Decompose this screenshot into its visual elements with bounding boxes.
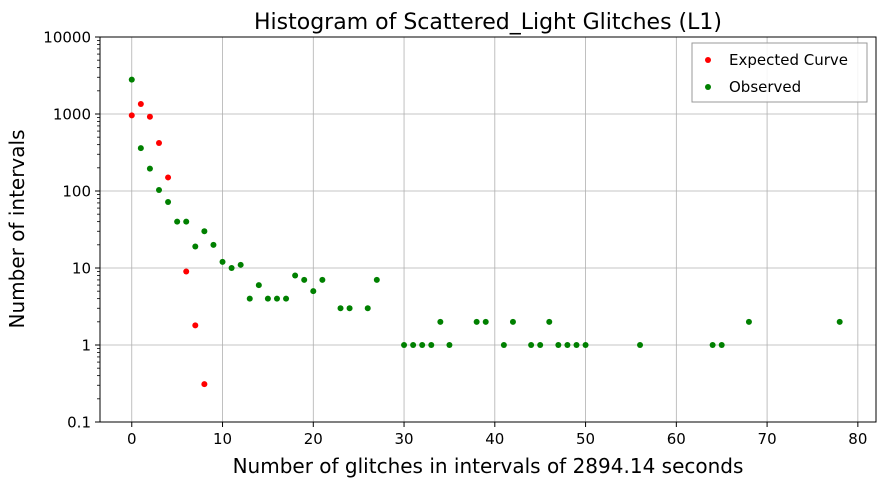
point-observed [201,228,208,235]
point-observed [428,342,435,348]
x-tick-label: 20 [304,430,323,448]
point-observed [637,342,644,348]
point-observed [500,342,507,348]
point-observed [273,295,280,302]
point-observed [128,76,135,83]
point-observed [419,342,426,348]
point-expected [192,322,199,329]
point-observed [537,342,544,348]
point-expected [155,140,162,147]
point-expected [183,268,190,275]
point-observed [718,342,725,348]
point-observed [564,342,571,348]
point-observed [146,165,153,172]
point-observed [364,305,371,312]
point-observed [337,305,344,312]
axis-ticks: 0 10 20 30 40 50 60 70 80 0.1 1 10 100 1000 10000 [43,29,867,449]
point-observed [192,243,199,250]
point-observed [310,288,317,295]
point-observed [401,342,408,348]
y-axis-label: Number of intervals [5,129,29,328]
point-observed [210,241,217,248]
point-observed [546,318,553,325]
point-observed [836,318,843,325]
point-expected [201,381,208,388]
legend-label-observed: Observed [729,78,801,96]
chart-title: Histogram of Scattered_Light Glitches (L… [254,10,722,35]
point-expected [146,113,153,120]
point-observed [573,342,580,348]
y-tick-label: 10000 [43,29,91,47]
point-observed [219,258,226,265]
y-tick-label: 100 [62,183,91,201]
point-expected [128,112,135,119]
point-observed [528,342,535,348]
point-observed [745,318,752,325]
point-observed [283,295,290,302]
x-tick-label: 60 [667,430,686,448]
point-observed [301,276,308,283]
point-observed [237,261,244,268]
legend-label-expected: Expected Curve [729,51,848,69]
point-observed [228,265,235,271]
data-points [128,76,843,388]
y-tick-label: 1 [81,337,91,355]
legend-box [691,42,868,103]
point-observed [482,318,489,325]
point-observed [264,295,271,302]
x-tick-label: 30 [394,430,413,448]
point-observed [555,342,562,348]
x-tick-label: 0 [127,430,137,448]
y-tick-label: 1000 [53,106,91,124]
point-expected [165,174,172,181]
x-tick-label: 50 [576,430,595,448]
point-observed [292,272,299,279]
x-tick-label: 80 [848,430,867,448]
point-observed [137,145,144,152]
legend: Expected Curve Observed [691,42,868,103]
point-observed [446,342,453,348]
point-observed [582,342,589,348]
point-observed [473,318,480,325]
x-tick-label: 10 [213,430,232,448]
x-axis-label: Number of glitches in intervals of 2894.… [233,454,744,478]
point-observed [319,276,326,283]
point-observed [255,282,262,289]
point-observed [346,305,353,312]
x-tick-label: 40 [485,430,504,448]
point-observed [509,318,516,325]
point-observed [410,342,417,348]
point-observed [174,218,181,225]
point-observed [165,198,172,205]
point-observed [373,276,380,283]
point-observed [709,342,716,348]
point-observed [246,295,253,302]
point-expected [137,100,144,107]
point-observed [183,218,190,225]
y-tick-label: 10 [72,260,91,278]
y-tick-label: 0.1 [67,414,91,432]
legend-marker-observed [705,84,711,90]
point-observed [155,187,162,194]
x-tick-label: 70 [758,430,777,448]
point-observed [437,318,444,325]
plot-frame [99,36,877,423]
legend-marker-expected [705,57,711,63]
